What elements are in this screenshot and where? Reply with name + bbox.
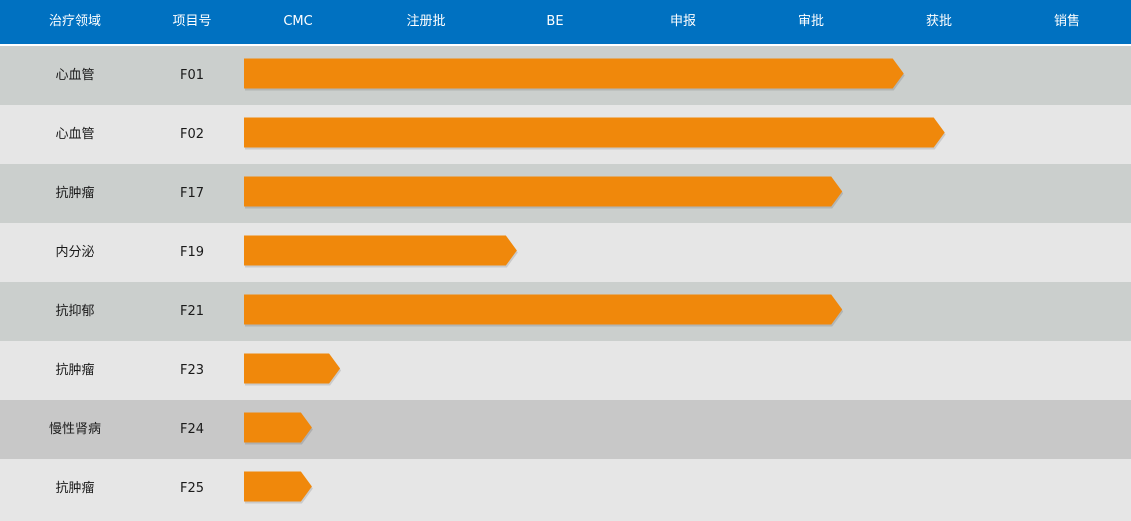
therapeutic-area: 抗抑郁	[55, 304, 95, 319]
table-row: 心血管 F01	[0, 46, 1131, 105]
therapeutic-area: 抗肿瘤	[55, 481, 95, 496]
table-header: 治疗领域 项目号 CMC 注册批 BE 申报 审批 获批 销售	[0, 0, 1131, 46]
table-row: 抗肿瘤 F25	[0, 459, 1131, 518]
header-stage-approved: 获批	[925, 14, 952, 29]
therapeutic-area: 慢性肾病	[48, 422, 101, 437]
table-row: 内分泌 F19	[0, 223, 1131, 282]
therapeutic-area: 心血管	[55, 68, 95, 83]
table-row: 抗肿瘤 F23	[0, 341, 1131, 400]
table-row: 抗抑郁 F21	[0, 282, 1131, 341]
table-row: 心血管 F02	[0, 105, 1131, 164]
project-code: F23	[179, 363, 205, 378]
therapeutic-area: 内分泌	[55, 245, 95, 260]
therapeutic-area: 心血管	[55, 127, 95, 142]
project-code: F21	[179, 304, 205, 319]
project-code: F01	[179, 68, 205, 83]
table-row: 慢性肾病 F24	[0, 400, 1131, 459]
header-stage-cmc: CMC	[283, 14, 313, 29]
header-stage-registration-batch: 注册批	[406, 14, 446, 29]
header-code: 项目号	[172, 14, 212, 29]
therapeutic-area: 抗肿瘤	[55, 186, 95, 201]
project-code: F02	[179, 127, 205, 142]
table-row: 抗肿瘤 F17	[0, 164, 1131, 223]
project-code: F25	[179, 481, 205, 496]
project-code: F24	[179, 422, 205, 437]
header-stage-sales: 销售	[1053, 14, 1080, 29]
therapeutic-area: 抗肿瘤	[55, 363, 95, 378]
header-stage-review: 审批	[797, 14, 824, 29]
project-code: F17	[179, 186, 205, 201]
header-stage-be: BE	[546, 14, 564, 29]
header-area: 治疗领域	[48, 14, 101, 29]
header-stage-submission: 申报	[669, 14, 696, 29]
project-code: F19	[179, 245, 205, 260]
